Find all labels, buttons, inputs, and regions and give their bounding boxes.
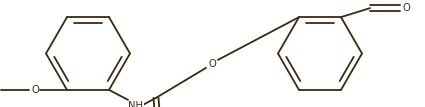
- Text: NH: NH: [128, 101, 143, 107]
- Text: O: O: [402, 3, 411, 13]
- Text: O: O: [208, 59, 216, 69]
- Text: O: O: [31, 85, 39, 95]
